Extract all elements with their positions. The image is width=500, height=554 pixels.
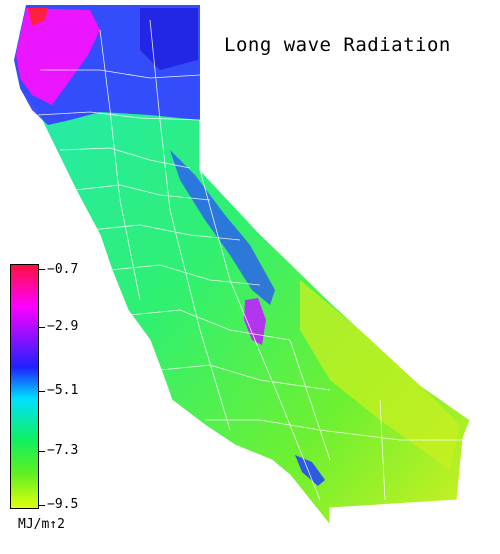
north-west-hotspot bbox=[16, 8, 100, 105]
legend-label-3: −5.1 bbox=[47, 383, 79, 398]
legend-label-2: −2.9 bbox=[47, 319, 79, 334]
legend-tick-2 bbox=[39, 327, 45, 328]
south-mountains bbox=[295, 455, 325, 486]
map-title: Long wave Radiation bbox=[224, 34, 451, 56]
legend-tick-5 bbox=[39, 505, 45, 506]
legend-tick-3 bbox=[39, 391, 45, 392]
legend-unit: MJ/m↑2 bbox=[18, 517, 65, 532]
color-legend-bar bbox=[10, 264, 39, 509]
legend-tick-4 bbox=[39, 451, 45, 452]
legend-label-4: −7.3 bbox=[47, 443, 79, 458]
legend-label-1: −0.7 bbox=[47, 262, 79, 277]
legend-tick-1 bbox=[39, 269, 45, 270]
north-east-patch bbox=[140, 8, 198, 70]
north-west-red bbox=[28, 8, 48, 26]
county-lines bbox=[37, 19, 465, 501]
legend-label-5: −9.5 bbox=[47, 497, 79, 512]
desert-region bbox=[300, 280, 460, 470]
sierra-band bbox=[170, 150, 275, 305]
